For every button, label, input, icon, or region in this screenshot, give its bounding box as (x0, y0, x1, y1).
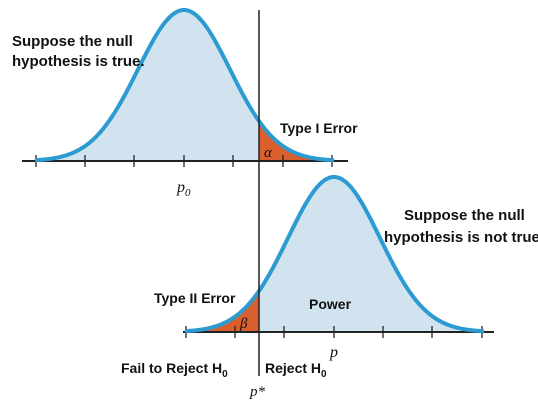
power-label: Power (309, 296, 352, 312)
alpha-symbol: α (264, 145, 273, 161)
beta-symbol: β (239, 316, 248, 332)
critical-value-label: p* (249, 384, 266, 400)
reject-label: Reject H0 (265, 360, 327, 380)
null-distribution-curve (34, 8, 335, 163)
null-true-note-line1: Suppose the null (12, 33, 133, 50)
fail-to-reject-label: Fail to Reject H0 (121, 360, 228, 380)
null-not-true-note-line2: hypothesis is not true. (384, 229, 538, 246)
p-label: p (329, 344, 338, 361)
type-i-error-region (259, 121, 334, 161)
alternative-distribution-curve (184, 175, 484, 334)
type-ii-error-region (185, 291, 259, 332)
null-not-true-note-line1: Suppose the null (404, 207, 525, 224)
p0-label: p0 (176, 179, 191, 199)
null-true-note-line2: hypothesis is true. (12, 53, 145, 70)
type-ii-error-label: Type II Error (154, 290, 236, 306)
type-i-error-label: Type I Error (280, 120, 358, 136)
